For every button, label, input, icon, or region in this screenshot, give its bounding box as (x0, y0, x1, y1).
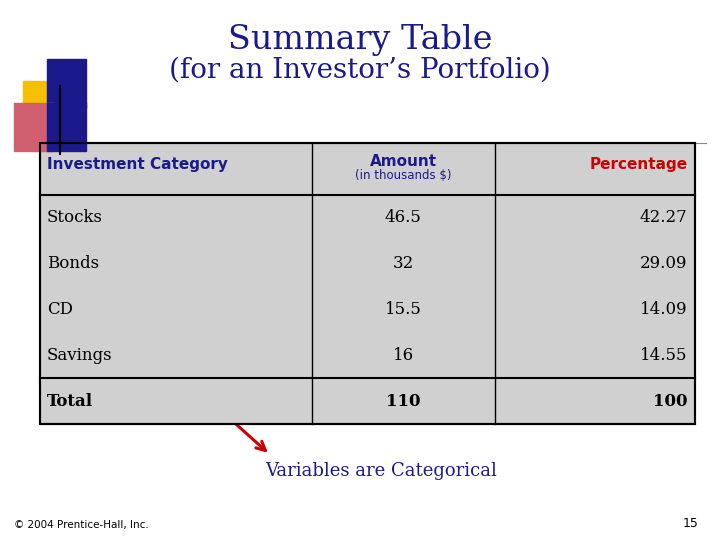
Text: Percentage: Percentage (590, 157, 688, 172)
Text: (in thousands $): (in thousands $) (355, 169, 451, 182)
Text: 15: 15 (683, 517, 698, 530)
Text: 42.27: 42.27 (640, 210, 688, 226)
Text: 29.09: 29.09 (640, 255, 688, 272)
Text: Bonds: Bonds (47, 255, 99, 272)
Text: Savings: Savings (47, 347, 112, 364)
Text: Investment Category: Investment Category (47, 157, 228, 172)
Text: 14.09: 14.09 (640, 301, 688, 318)
Text: 46.5: 46.5 (384, 210, 422, 226)
Text: Amount: Amount (369, 154, 437, 169)
Text: Summary Table: Summary Table (228, 24, 492, 56)
Text: 14.55: 14.55 (640, 347, 688, 364)
Text: 15.5: 15.5 (384, 301, 422, 318)
Text: Stocks: Stocks (47, 210, 103, 226)
Text: 16: 16 (392, 347, 414, 364)
Text: 110: 110 (386, 393, 420, 409)
Text: © 2004 Prentice-Hall, Inc.: © 2004 Prentice-Hall, Inc. (14, 520, 149, 530)
Text: (for an Investor’s Portfolio): (for an Investor’s Portfolio) (169, 57, 551, 84)
Text: Variables are Categorical: Variables are Categorical (266, 462, 498, 480)
Text: CD: CD (47, 301, 73, 318)
Text: 100: 100 (653, 393, 688, 409)
Text: Total: Total (47, 393, 93, 409)
Text: 32: 32 (392, 255, 414, 272)
